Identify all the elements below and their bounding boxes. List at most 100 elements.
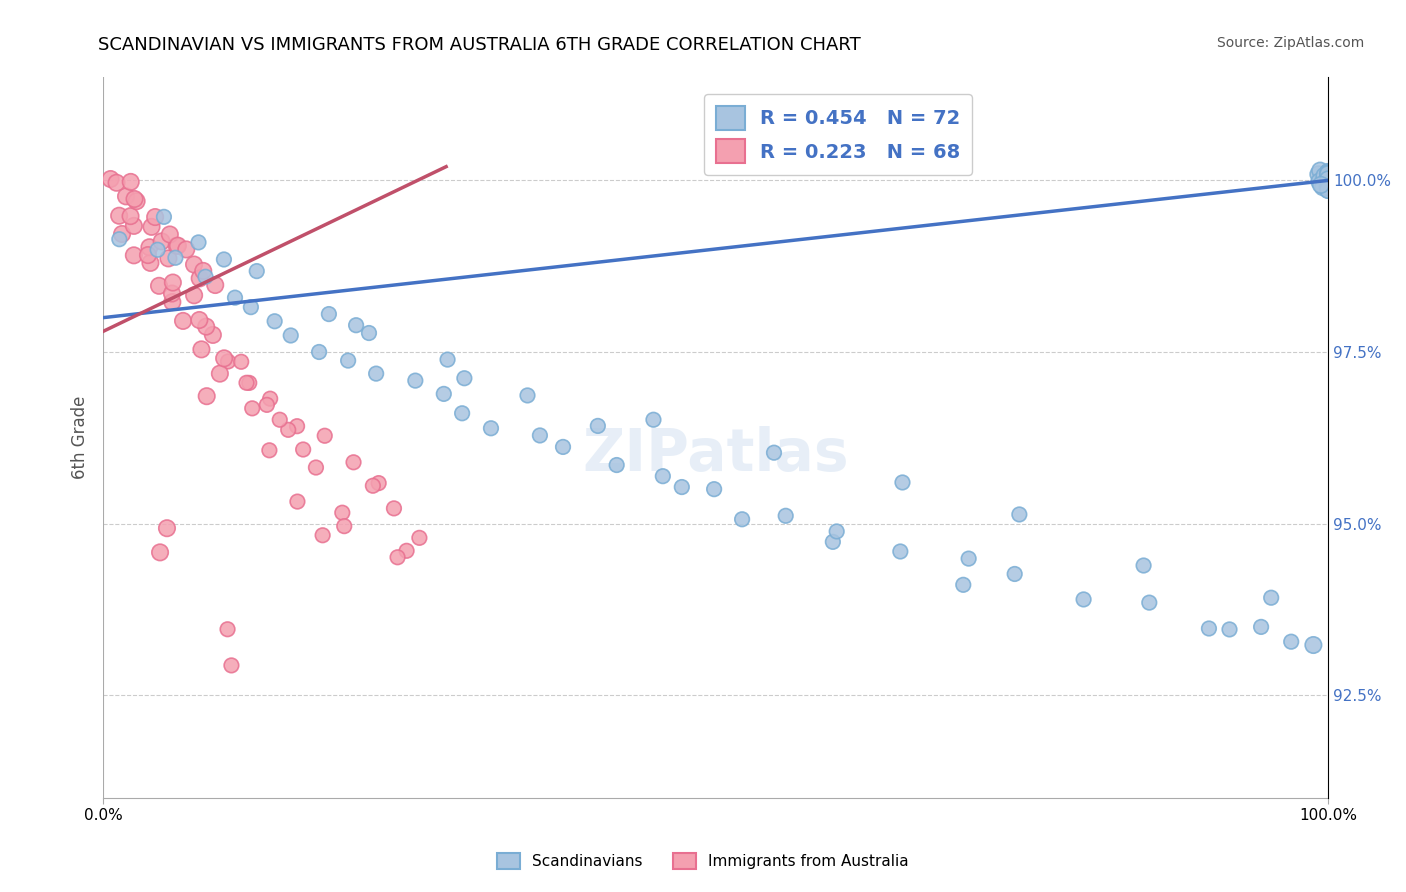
Point (238, 376, 260, 390)
Point (194, 269, 217, 284)
Point (111, 227, 134, 241)
Point (165, 251, 187, 265)
Point (195, 389, 218, 403)
Point (148, 278, 170, 293)
Point (108, 232, 131, 246)
Point (105, 176, 128, 190)
Point (280, 328, 302, 343)
Point (143, 210, 166, 224)
Point (1004, 566, 1026, 581)
Point (259, 392, 281, 406)
Point (183, 288, 205, 302)
Point (235, 376, 257, 390)
Point (190, 343, 212, 357)
Point (529, 428, 551, 442)
Point (433, 387, 456, 401)
Point (1313, 169, 1336, 183)
Point (204, 278, 226, 293)
Point (212, 252, 235, 267)
Point (1317, 178, 1340, 192)
Point (256, 398, 278, 412)
Point (516, 388, 538, 402)
Point (269, 413, 291, 427)
Point (333, 519, 356, 533)
Point (139, 256, 162, 270)
Point (157, 252, 180, 266)
Point (146, 243, 169, 257)
Point (314, 429, 336, 443)
Point (643, 413, 665, 427)
Point (1302, 638, 1324, 652)
Point (1317, 165, 1340, 179)
Point (957, 551, 980, 566)
Point (408, 531, 430, 545)
Point (382, 501, 405, 516)
Point (217, 354, 239, 368)
Point (775, 508, 797, 523)
Point (240, 401, 263, 416)
Point (1317, 167, 1340, 181)
Point (124, 192, 146, 206)
Point (1317, 179, 1340, 194)
Point (825, 524, 848, 539)
Point (361, 479, 384, 493)
Point (183, 258, 205, 272)
Point (1316, 180, 1339, 194)
Point (305, 460, 328, 475)
Point (342, 455, 364, 469)
Point (285, 419, 308, 434)
Point (246, 264, 269, 278)
Point (239, 300, 262, 314)
Point (160, 286, 183, 301)
Legend: Scandinavians, Immigrants from Australia: Scandinavians, Immigrants from Australia (491, 847, 915, 875)
Point (208, 367, 231, 381)
Point (1260, 591, 1282, 605)
Point (292, 442, 315, 457)
Point (149, 545, 172, 559)
Point (1308, 175, 1330, 189)
Point (1279, 634, 1302, 648)
Point (671, 480, 693, 494)
Point (153, 210, 176, 224)
Point (731, 512, 754, 526)
Point (221, 658, 243, 673)
Point (453, 371, 475, 385)
Text: ZIPatlas: ZIPatlas (582, 426, 849, 483)
Point (762, 446, 785, 460)
Point (108, 209, 131, 223)
Point (217, 622, 239, 636)
Point (1315, 172, 1337, 186)
Point (366, 367, 388, 381)
Point (172, 314, 194, 328)
Point (141, 219, 163, 234)
Point (1317, 166, 1340, 180)
Y-axis label: 6th Grade: 6th Grade (72, 396, 89, 479)
Point (136, 248, 159, 262)
Point (201, 327, 224, 342)
Text: SCANDINAVIAN VS IMMIGRANTS FROM AUSTRALIA 6TH GRADE CORRELATION CHART: SCANDINAVIAN VS IMMIGRANTS FROM AUSTRALI… (98, 36, 860, 54)
Point (1132, 558, 1154, 573)
Point (1312, 180, 1334, 194)
Point (1073, 592, 1095, 607)
Point (395, 544, 418, 558)
Point (891, 475, 914, 490)
Point (889, 544, 911, 558)
Point (162, 276, 184, 290)
Point (1308, 167, 1330, 181)
Point (952, 578, 974, 592)
Point (606, 458, 628, 472)
Point (1008, 508, 1031, 522)
Point (1137, 596, 1160, 610)
Point (167, 238, 190, 252)
Point (100, 172, 122, 186)
Point (387, 550, 409, 565)
Point (1317, 180, 1340, 194)
Point (150, 235, 173, 249)
Point (166, 239, 188, 253)
Point (187, 235, 209, 250)
Point (1317, 169, 1340, 184)
Point (195, 319, 218, 334)
Point (1250, 620, 1272, 634)
Point (188, 313, 211, 327)
Point (212, 351, 235, 366)
